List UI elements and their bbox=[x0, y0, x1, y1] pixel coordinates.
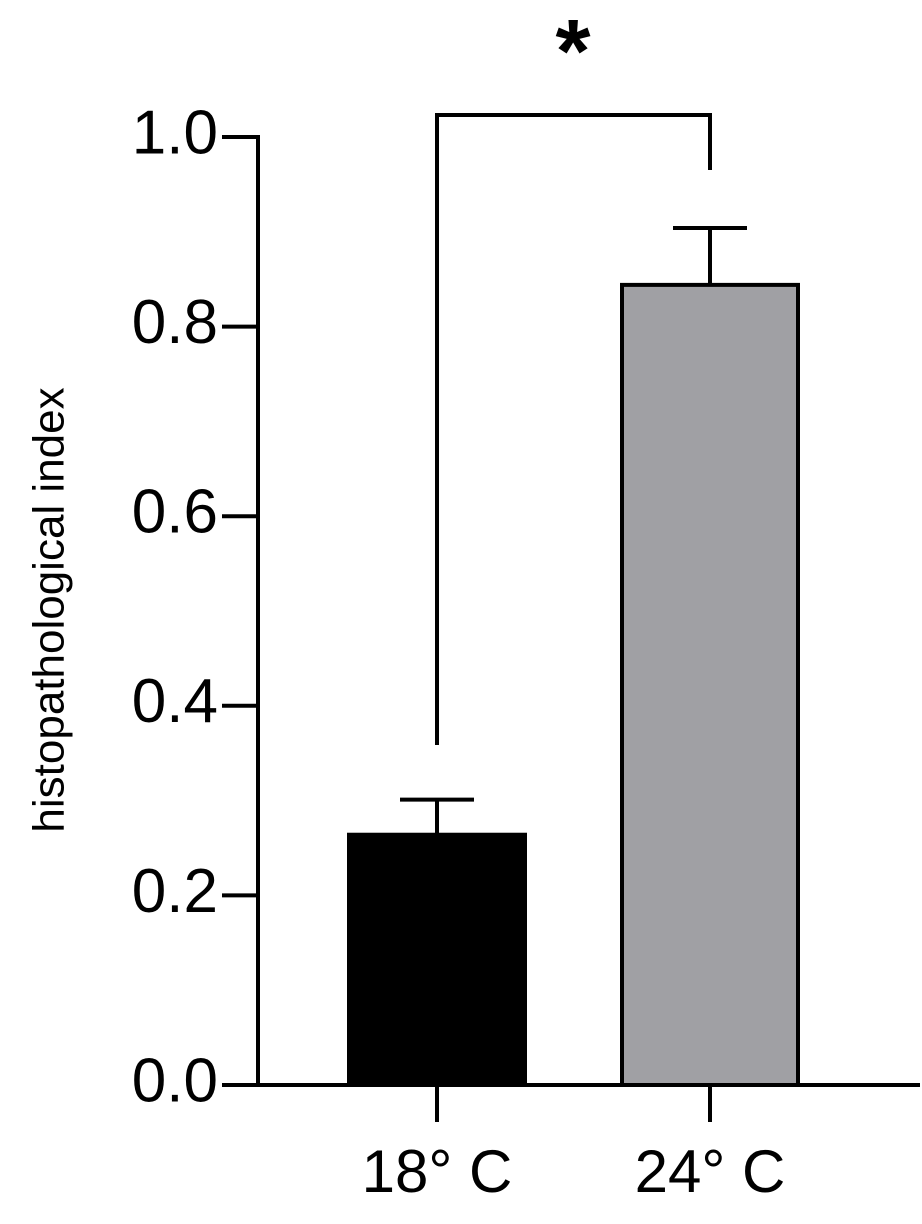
x-tick-label: 24° C bbox=[635, 1138, 786, 1205]
bar bbox=[347, 832, 527, 1088]
y-tick-label: 0.2 bbox=[132, 857, 218, 926]
y-tick-label: 0.6 bbox=[132, 478, 218, 547]
x-tick-label: 18° C bbox=[362, 1138, 513, 1205]
significance-mark: * bbox=[555, 2, 590, 102]
y-axis-label: histopathological index bbox=[25, 387, 74, 832]
y-tick-label: 0.0 bbox=[132, 1046, 218, 1115]
significance-bracket bbox=[435, 113, 712, 745]
y-tick-label: 0.8 bbox=[132, 288, 218, 357]
y-tick-label: 0.4 bbox=[132, 667, 218, 736]
bar bbox=[620, 282, 800, 1087]
y-tick-label: 1.0 bbox=[132, 98, 218, 167]
